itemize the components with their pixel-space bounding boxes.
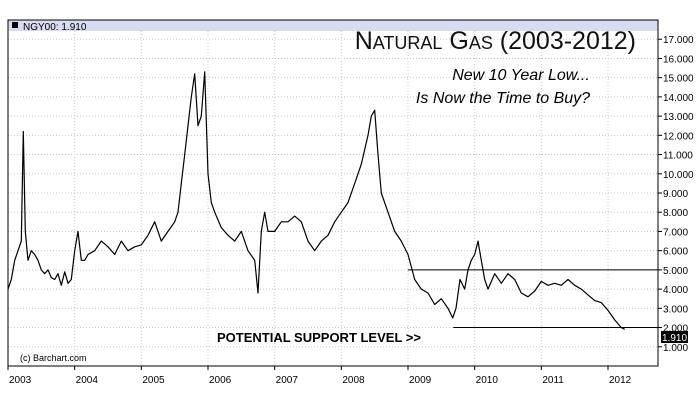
y-tick-label: 14.000 bbox=[663, 93, 694, 104]
subtitle-line-2: Is Now the Time to Buy? bbox=[416, 90, 590, 107]
last-value-label: 1.910 bbox=[662, 333, 687, 344]
grid-layer bbox=[7, 31, 658, 366]
last-value-badge bbox=[661, 331, 688, 343]
x-axis-ticks: 2003 2004 2005 2006 2007 2008 2009 2010 2011 2012 bbox=[7, 366, 632, 386]
y-tick-label: 16.000 bbox=[663, 54, 694, 65]
copyright-label: (c) Barchart.com bbox=[20, 353, 87, 363]
y-tick-label: 7.000 bbox=[663, 227, 688, 238]
y-tick-label: 15.000 bbox=[663, 74, 694, 85]
x-tick-label: 2008 bbox=[342, 375, 365, 386]
reference-lines bbox=[408, 269, 658, 329]
x-tick-label: 2010 bbox=[476, 375, 499, 386]
y-tick-label: 3.000 bbox=[663, 304, 688, 315]
x-tick-label: 2011 bbox=[542, 375, 564, 386]
x-tick-label: 2007 bbox=[276, 375, 299, 386]
y-tick-label: 17.000 bbox=[663, 35, 694, 46]
y-tick-label: 5.000 bbox=[663, 266, 688, 277]
x-tick-label: 2009 bbox=[409, 375, 432, 386]
y-tick-label: 1.000 bbox=[663, 343, 688, 354]
y-tick-label: 9.000 bbox=[663, 189, 688, 200]
y-axis-ticks: 1.000 2.000 3.000 4.000 5.000 6.000 7.000 8.000… bbox=[658, 35, 694, 354]
y-tick-label: 6.000 bbox=[663, 247, 688, 258]
chart-title: Natural Gas (2003-2012) bbox=[355, 27, 636, 55]
y-tick-label: 4.000 bbox=[663, 285, 688, 296]
x-tick-label: 2006 bbox=[209, 375, 232, 386]
y-tick-label: 13.000 bbox=[663, 112, 694, 123]
ticker-label: NGY00: 1.910 bbox=[23, 22, 87, 33]
subtitle-line-1: New 10 Year Low... bbox=[452, 67, 590, 84]
y-tick-label: 10.000 bbox=[663, 170, 694, 181]
y-tick-label: 2.000 bbox=[663, 324, 688, 335]
y-tick-label: 11.000 bbox=[663, 151, 693, 162]
price-series-line bbox=[7, 71, 625, 330]
x-tick-label: 2005 bbox=[142, 375, 165, 386]
ticker-marker-icon bbox=[12, 22, 18, 28]
y-tick-label: 8.000 bbox=[663, 208, 688, 219]
x-tick-label: 2012 bbox=[609, 375, 632, 386]
header-band bbox=[8, 20, 658, 31]
x-tick-label: 2004 bbox=[76, 375, 99, 386]
y-tick-label: 12.000 bbox=[663, 131, 694, 142]
x-tick-label: 2003 bbox=[9, 375, 32, 386]
support-annotation: POTENTIAL SUPPORT LEVEL >> bbox=[217, 330, 421, 345]
